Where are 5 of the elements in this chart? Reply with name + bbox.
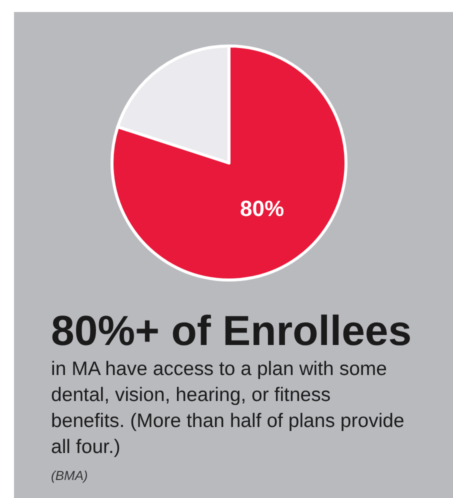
text: (BMA) (51, 468, 89, 483)
data-label: 80% (240, 196, 284, 221)
text: in MA have access to a plan with some dental, vision, hearing, or fitness benefits. (More than half of plans provide all four.) (51, 357, 406, 460)
pie-slice (110, 44, 348, 282)
text: 80%+ of Enrollees (51, 307, 413, 354)
